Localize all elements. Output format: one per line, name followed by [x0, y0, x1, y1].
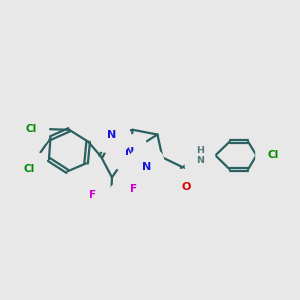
Text: Cl: Cl: [23, 164, 34, 174]
Text: F: F: [130, 184, 137, 194]
Text: N: N: [107, 130, 117, 140]
Text: Cl: Cl: [268, 150, 279, 160]
Text: F: F: [89, 190, 97, 200]
Text: N: N: [142, 162, 151, 172]
Text: H
N: H N: [196, 146, 204, 165]
Text: O: O: [182, 182, 191, 192]
Text: N: N: [124, 147, 134, 158]
Text: Cl: Cl: [26, 124, 37, 134]
Text: F: F: [121, 195, 128, 205]
